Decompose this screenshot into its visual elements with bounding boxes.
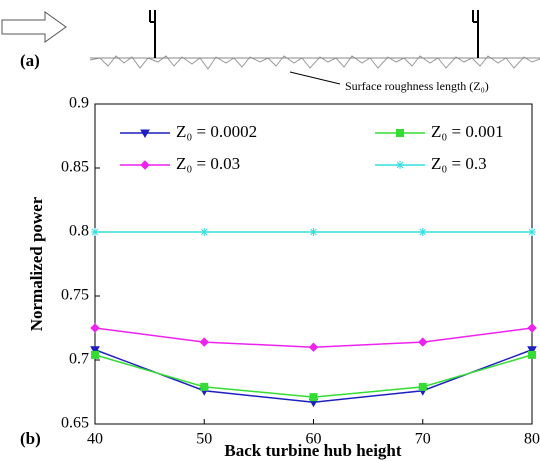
marker (308, 342, 319, 352)
leader-line (289, 71, 341, 85)
marker (140, 160, 150, 170)
marker (396, 129, 404, 137)
marker (90, 323, 100, 333)
marker (309, 228, 318, 236)
series-line (94, 354, 533, 398)
marker (199, 337, 209, 347)
annotation: Surface roughness length (Z₀) (345, 79, 489, 93)
x-tick-label: 70 (415, 431, 431, 448)
front-turbine (149, 10, 156, 58)
panel-label: (b) (20, 429, 41, 448)
y-tick-label: 0.85 (61, 159, 89, 176)
y-tick-label: 0.65 (61, 415, 89, 432)
roughness-line (89, 55, 540, 70)
x-axis-label: Back turbine hub height (224, 441, 401, 460)
marker (528, 228, 536, 236)
legend-label: Z₀ = 0.001 (431, 122, 504, 141)
marker (528, 350, 536, 359)
wind-arrow (1, 11, 67, 43)
y-tick-label: 0.9 (69, 95, 89, 112)
x-tick-label: 40 (87, 431, 103, 448)
y-tick-label: 0.7 (69, 351, 89, 368)
marker (91, 350, 99, 359)
legend-label: Z₀ = 0.03 (176, 154, 240, 173)
plot-frame (94, 103, 533, 425)
legend-label: Z₀ = 0.0002 (176, 122, 257, 141)
marker (418, 337, 428, 347)
x-tick-label: 50 (196, 431, 212, 448)
marker (418, 228, 427, 236)
legend-label: Z₀ = 0.3 (431, 154, 487, 173)
marker (90, 346, 100, 355)
marker (396, 161, 404, 169)
marker (418, 382, 427, 391)
marker (309, 393, 318, 402)
y-tick-label: 0.75 (61, 287, 89, 304)
marker (200, 382, 209, 391)
panel-label: (a) (20, 51, 40, 70)
marker (200, 228, 209, 236)
marker (91, 228, 99, 236)
y-axis-label: Normalized power (27, 196, 46, 331)
back-turbine (472, 10, 479, 58)
marker (527, 323, 537, 333)
marker (140, 129, 150, 139)
x-tick-label: 80 (524, 431, 540, 448)
x-tick-label: 60 (306, 431, 322, 448)
marker (527, 346, 537, 355)
y-tick-label: 0.8 (69, 223, 89, 240)
